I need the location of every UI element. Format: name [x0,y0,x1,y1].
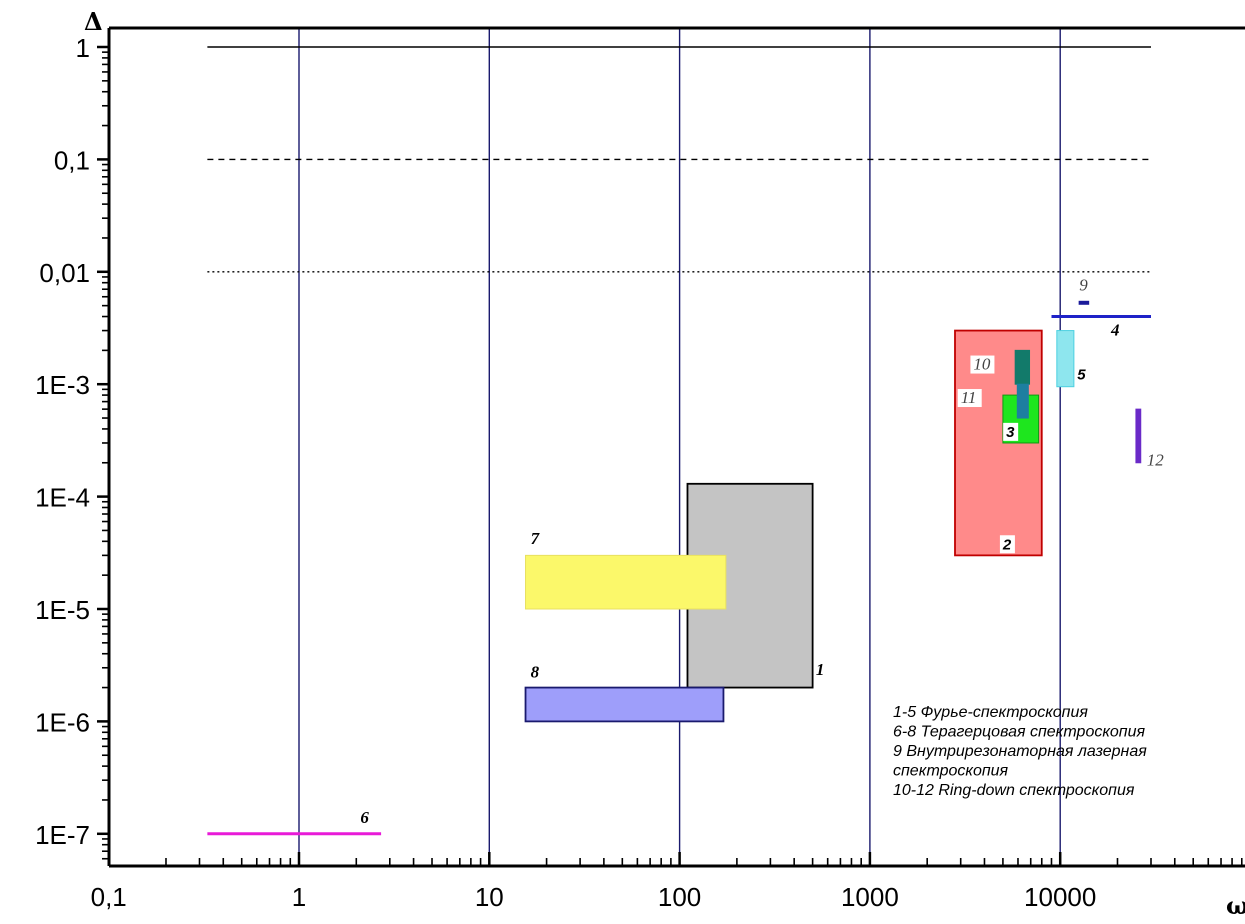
region-3-label: 3 [1006,424,1015,441]
region-8-rect [524,686,725,723]
region-6-label: 6 [360,808,369,827]
legend-line-3: 9 Внутрирезонаторная лазерная [893,743,1147,760]
region-12-rect [1135,408,1142,464]
y-tick-label: 1E-5 [35,595,90,625]
region-11-label-box [957,389,982,408]
region-2-label-box [999,535,1015,554]
region-8-label: 8 [531,663,540,682]
region-11-rect [1016,383,1029,419]
gridlines [298,28,1061,866]
legend: 1-5 Фурье-спектроскопия 6-8 Терагерцовая … [893,704,1147,799]
region-5-label: 5 [1077,367,1086,384]
region-5-rect [1056,330,1075,388]
legend-line-5: 10-12 Ring-down спектроскопия [893,782,1135,799]
y-tick-label: 1E-6 [35,707,90,737]
region-10-label: 10 [973,355,991,374]
legend-line-4: спектроскопия [893,763,1009,780]
x-tick-label: 0,1 [91,882,127,912]
x-axis-label: ω [1226,891,1245,920]
y-tick-label: 1E-7 [35,820,90,850]
y-tick-label: 0,1 [54,145,90,175]
tick-labels: 0,1 1 10 100 1000 10000 1 0,1 0,01 1E-3 1E-4 1E-5 1E… [35,33,1096,912]
legend-line-2: 6-8 Терагерцовая спектроскопия [893,724,1145,741]
region-9-label: 9 [1079,276,1088,295]
region-3-label-box [1003,422,1019,441]
legend-line-1: 1-5 Фурье-спектроскопия [893,704,1088,721]
x-tick-label: 100 [658,882,701,912]
y-tick-label: 1 [76,33,90,63]
region-10-label-box [970,355,995,374]
x-tick-label: 10000 [1024,882,1096,912]
y-tick-label: 0,01 [39,258,90,288]
y-axis-label: Δ [84,7,103,36]
y-tick-label: 1E-4 [35,483,90,513]
y-tick-label: 1E-3 [35,370,90,400]
reference-lines [207,46,1151,273]
region-7-rect [525,554,727,610]
x-tick-label: 10 [475,882,504,912]
region-7-label: 7 [531,529,541,548]
x-tick-label: 1000 [841,882,899,912]
region-2-label: 2 [1002,536,1012,553]
region-10-rect [1014,349,1031,385]
region-12-label: 12 [1147,450,1165,469]
region-4-label: 4 [1110,321,1120,340]
region-11-label: 11 [961,388,977,407]
x-tick-label: 1 [292,882,306,912]
ticks [97,45,1243,866]
region-1-label: 1 [816,660,825,679]
